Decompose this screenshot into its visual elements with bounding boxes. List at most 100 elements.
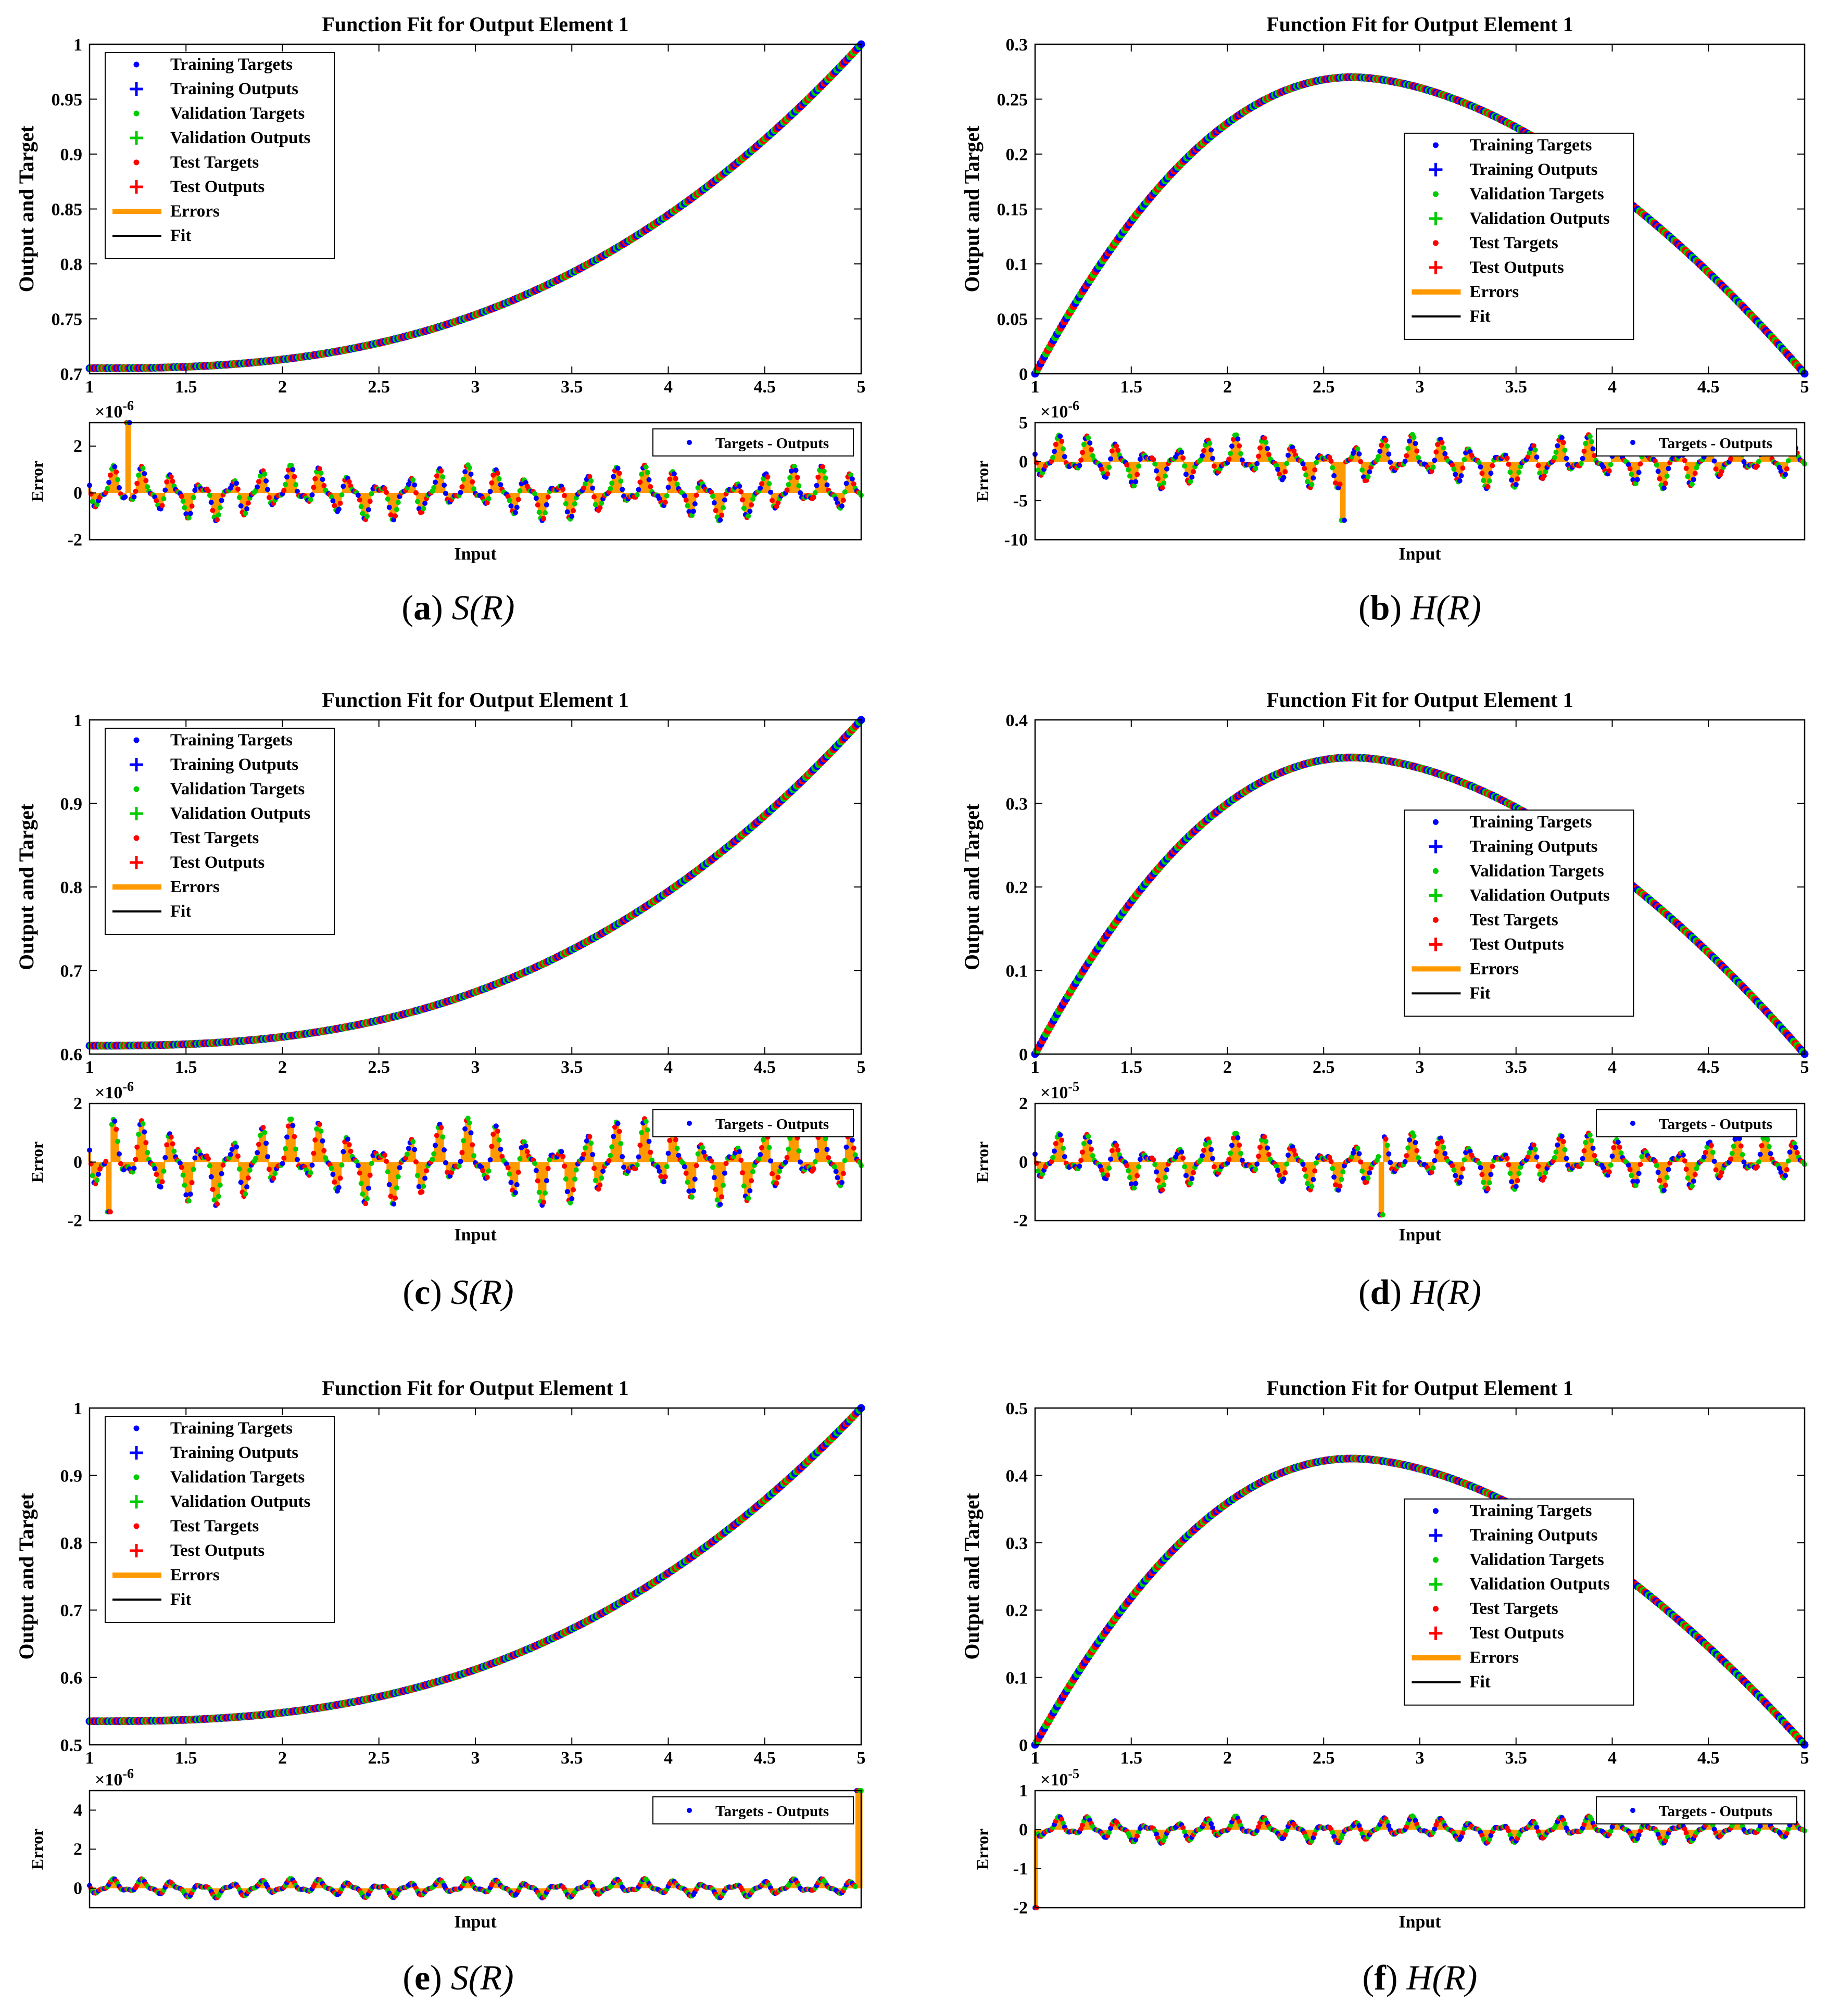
error-point [136,1132,142,1137]
subfigure-caption: (d) H(R) [1358,1272,1481,1312]
error-point [572,501,577,506]
error-point [217,1182,223,1188]
error-point [1108,456,1113,462]
y-tick-label: 0.4 [1006,711,1028,730]
error-point [590,1152,596,1158]
error-point [1057,434,1063,439]
error-point [1416,455,1421,461]
error-point [1416,1155,1421,1161]
error-point [798,1159,803,1165]
error-point [1478,1165,1483,1171]
error-point [234,1144,240,1150]
error-point [1759,1143,1765,1148]
error-point [741,505,747,511]
error-point [332,1179,337,1185]
error-point [162,487,168,493]
error-point [1691,1178,1696,1184]
error-point [1694,465,1699,471]
error-point [360,511,366,516]
y-tick-label: 0.15 [997,200,1028,220]
error-point [1266,1151,1272,1157]
error-point [533,1168,539,1173]
legend-label: Validation Outputs [1469,886,1609,905]
error-point [823,1136,828,1142]
error-point [292,474,297,479]
error-legend-box [1596,1109,1797,1137]
caption-paren: ( [1358,1272,1370,1312]
error-point [317,466,322,472]
x-tick-label: 4 [664,1748,673,1768]
error-point [382,1152,388,1158]
error-point [183,1192,189,1198]
error-point [1286,452,1291,458]
error-point [263,1140,269,1146]
error-point [662,1174,668,1180]
error-point [812,490,818,496]
error-point [1627,1167,1633,1172]
error-point [616,471,622,476]
error-point [749,1178,754,1184]
error-point [1333,480,1338,486]
error-point [587,474,593,479]
error-point [143,1140,149,1146]
error-point [434,473,439,479]
legend-box [1404,132,1634,340]
error-point [1535,1163,1541,1169]
error-point [1367,1170,1372,1176]
error-point [90,499,95,504]
error-point [1685,1175,1691,1181]
error-point [253,1156,259,1161]
error-point [393,1195,398,1201]
error-point [1311,1177,1316,1182]
chart-title: Function Fit for Output Element 1 [322,1376,628,1400]
legend-plus-swatch [1429,889,1443,903]
error-point [143,478,149,484]
error-point [290,1123,296,1129]
error-point [317,1121,322,1127]
error-point [1291,1148,1297,1153]
error-point [1756,459,1761,464]
error-y-tick-label: -2 [1013,1211,1028,1231]
error-point [1253,465,1258,471]
error-point [618,1140,624,1146]
x-tick-label: 1.5 [1120,377,1143,397]
error-point [206,1156,211,1161]
error-point [367,499,373,504]
error-point [467,1120,472,1126]
error-point [1201,1147,1206,1153]
error-point [1629,472,1634,477]
error-point [597,1182,603,1188]
error-point [431,1151,437,1157]
error-point [140,465,146,471]
legend-label: Fit [1469,984,1490,1003]
caption-paren: ) [430,1272,451,1312]
error-y-tick-label: 0 [1019,452,1028,472]
error-point [440,1134,446,1140]
error-point [770,498,775,503]
error-point [1666,466,1671,472]
error-point [1337,481,1343,487]
legend-label: Test Targets [1469,234,1558,252]
error-point [122,494,128,500]
error-point [1630,1178,1636,1184]
x-tick-label: 1 [1031,377,1040,397]
error-point [285,467,291,473]
caption-letter: b [1370,588,1390,627]
error-point [1776,1165,1782,1171]
error-point [1433,1149,1439,1155]
x-tick-label: 2.5 [1313,1058,1335,1077]
error-point [1115,1147,1121,1153]
error-point [513,1190,518,1196]
error-point [1757,1151,1763,1157]
error-exponent-base: ×10 [95,1083,122,1102]
error-point [1266,452,1272,458]
x-tick-label: 3.5 [1505,1058,1528,1077]
legend-dot-swatch [133,110,140,117]
legend-plus-swatch [1429,260,1443,274]
error-point [1342,517,1347,523]
error-point [1458,1174,1464,1180]
error-point [112,1119,118,1124]
y-axis-label: Output and Target [960,803,984,970]
error-point [486,496,492,501]
